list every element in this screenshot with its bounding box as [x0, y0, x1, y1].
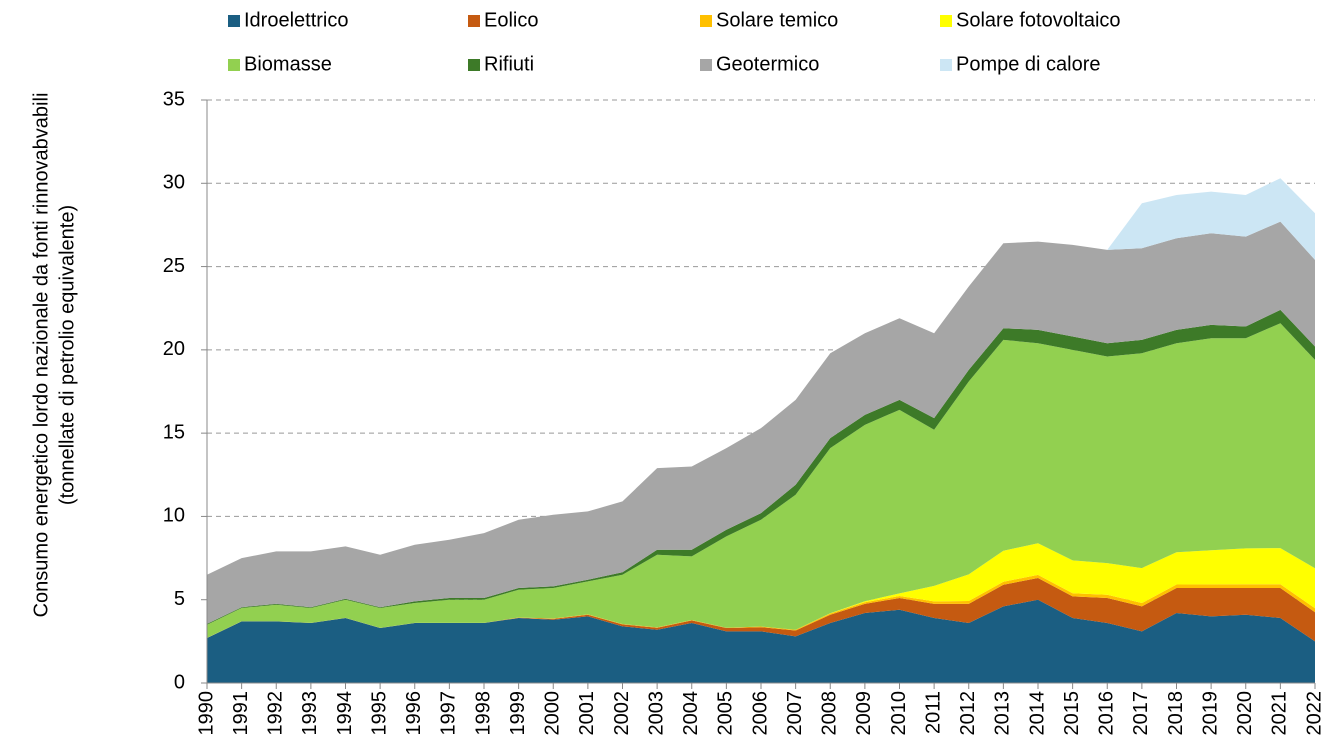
x-tick-label: 2004	[680, 691, 702, 736]
x-tick-label: 1996	[403, 691, 425, 736]
x-tick-label: 2007	[784, 691, 806, 736]
legend-swatch	[940, 15, 952, 27]
y-tick-label: 35	[163, 88, 185, 110]
x-tick-label: 2010	[888, 691, 910, 736]
legend-swatch	[228, 59, 240, 71]
x-tick-label: 2009	[853, 691, 875, 736]
legend-swatch	[940, 59, 952, 71]
area	[207, 543, 1315, 638]
area	[207, 578, 1315, 642]
legend-swatch	[228, 15, 240, 27]
x-tick-label: 2008	[819, 691, 841, 736]
x-tick-label: 1995	[368, 691, 390, 736]
x-tick-label: 1990	[195, 691, 217, 736]
x-tick-label: 2012	[957, 691, 979, 736]
y-axis-label: Consumo energetico lordo nazionale da fo…	[30, 93, 52, 618]
x-tick-label: 1998	[472, 691, 494, 736]
x-tick-label: 1997	[438, 691, 460, 736]
legend-label: Biomasse	[244, 53, 332, 75]
x-tick-label: 2006	[749, 691, 771, 736]
legend-swatch	[468, 15, 480, 27]
x-tick-label: 2017	[1130, 691, 1152, 736]
legend-label: Solare temico	[716, 9, 838, 31]
legend-swatch	[700, 59, 712, 71]
y-axis-label: (tonnellate di petrolio equivalente)	[56, 205, 78, 505]
legend-label: Idroelettrico	[244, 9, 349, 31]
x-tick-label: 1999	[507, 691, 529, 736]
x-tick-label: 2021	[1269, 691, 1291, 736]
legend-label: Rifiuti	[484, 53, 534, 75]
y-tick-label: 5	[174, 588, 185, 610]
legend-label: Eolico	[484, 9, 538, 31]
y-tick-label: 15	[163, 421, 185, 443]
area	[207, 221, 1315, 624]
x-tick-label: 2020	[1234, 691, 1256, 736]
area	[207, 323, 1315, 638]
x-tick-label: 2016	[1096, 691, 1118, 736]
x-tick-label: 1993	[299, 691, 321, 736]
x-tick-label: 2015	[1061, 691, 1083, 736]
area	[207, 599, 1315, 683]
y-tick-label: 0	[174, 671, 185, 693]
y-tick-label: 30	[163, 172, 185, 194]
legend-swatch	[700, 15, 712, 27]
legend-label: Geotermico	[716, 53, 819, 75]
x-tick-label: 2013	[992, 691, 1014, 736]
x-tick-label: 2000	[542, 691, 564, 736]
legend-label: Pompe di calore	[956, 53, 1101, 75]
legend-label: Solare fotovoltaico	[956, 9, 1121, 31]
x-tick-label: 2014	[1026, 691, 1048, 736]
y-tick-label: 20	[163, 338, 185, 360]
x-tick-label: 1992	[265, 691, 287, 736]
area	[1107, 178, 1315, 260]
x-tick-label: 2001	[576, 691, 598, 736]
x-tick-label: 2003	[645, 691, 667, 736]
x-tick-label: 2019	[1199, 691, 1221, 736]
y-tick-label: 25	[163, 255, 185, 277]
x-tick-label: 2022	[1303, 691, 1325, 736]
x-tick-label: 2002	[611, 691, 633, 736]
legend-swatch	[468, 59, 480, 71]
x-tick-label: 1991	[230, 691, 252, 736]
x-tick-label: 2018	[1165, 691, 1187, 736]
y-tick-label: 10	[163, 505, 185, 527]
x-tick-label: 1994	[334, 691, 356, 736]
x-tick-label: 2005	[715, 691, 737, 736]
x-tick-label: 2011	[922, 691, 944, 734]
